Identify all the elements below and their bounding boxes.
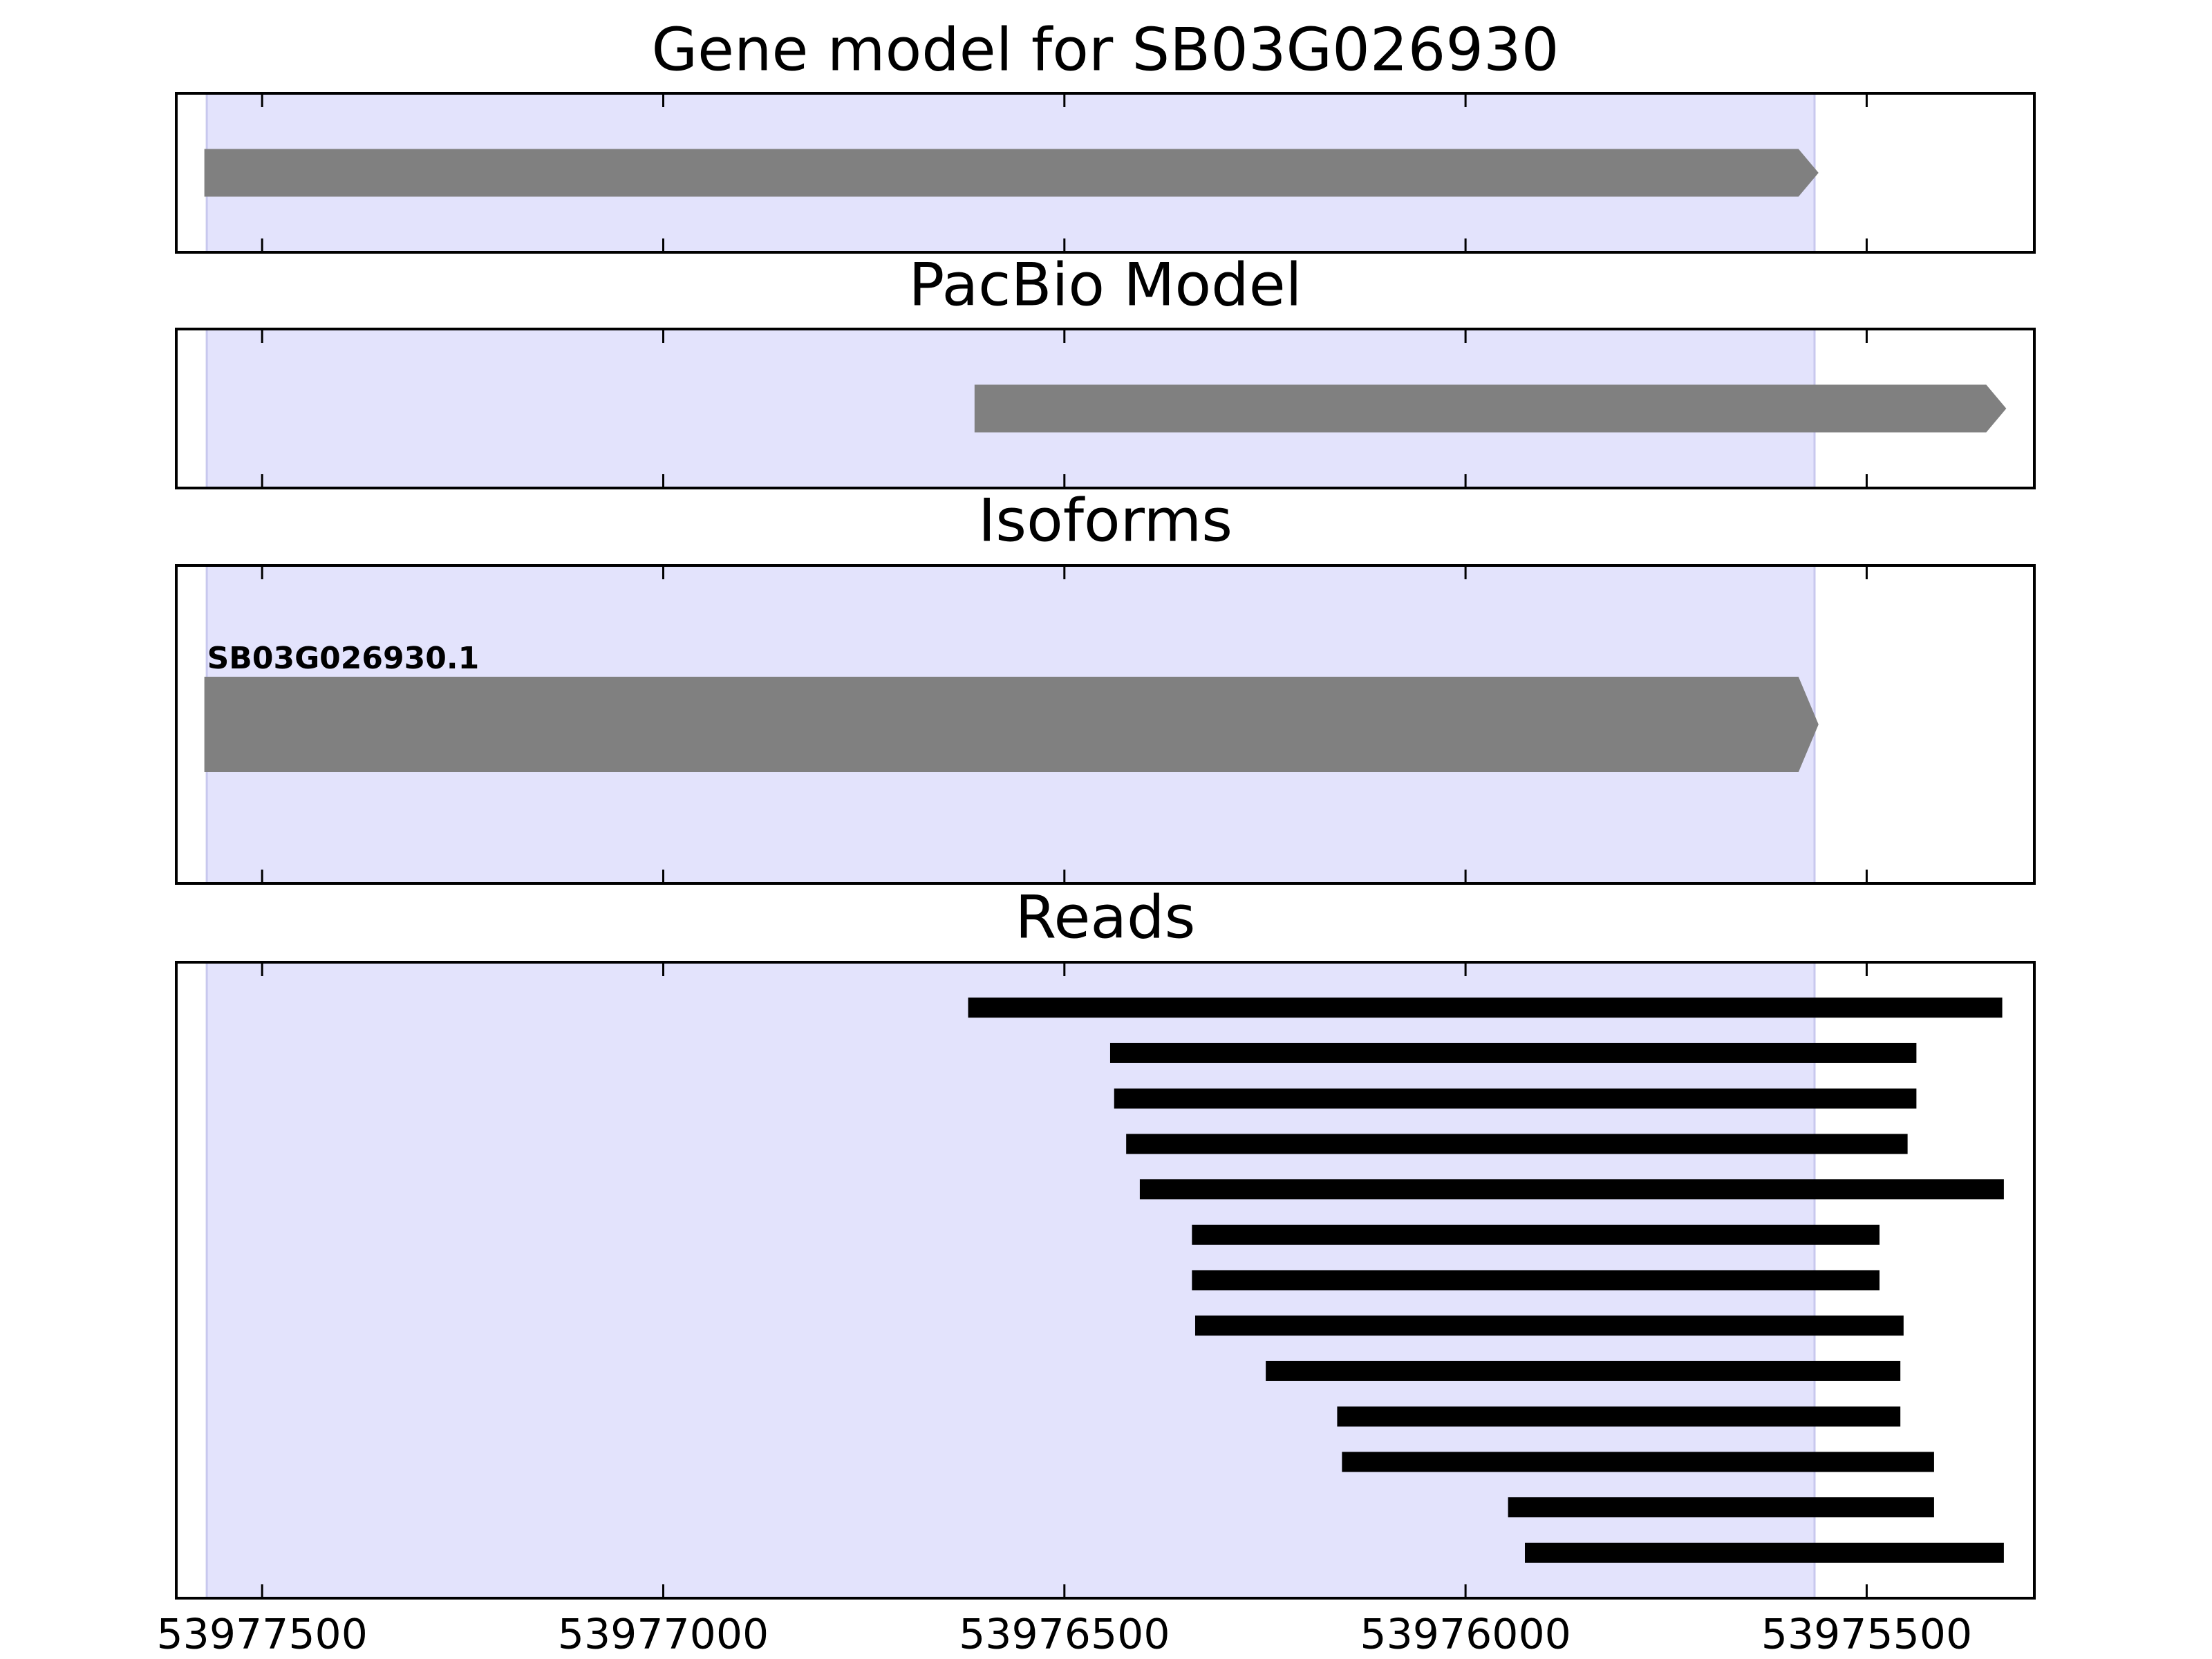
panel-frame (175, 92, 2036, 254)
panel-frame (175, 961, 2036, 1600)
panel-frame (175, 564, 2036, 885)
read (1508, 1497, 1934, 1518)
panel-frame (175, 328, 2036, 489)
read (968, 997, 2003, 1018)
feature-label: SB03G026930.1 (207, 641, 480, 676)
gene-feature (204, 149, 1819, 197)
panel-title: Isoforms (978, 486, 1232, 555)
panel-title: PacBio Model (908, 250, 1302, 319)
read (1139, 1179, 2004, 1200)
x-tick-label: 53976500 (959, 1611, 1170, 1659)
read (1114, 1088, 1917, 1109)
read (1194, 1315, 1904, 1336)
read (1192, 1270, 1880, 1291)
read (1525, 1542, 2004, 1563)
x-tick-label: 53976000 (1360, 1611, 1571, 1659)
read (1337, 1406, 1901, 1427)
panel-title: Gene model for SB03G026930 (652, 15, 1559, 84)
x-tick-label: 53977500 (156, 1611, 367, 1659)
panel-title: Reads (1015, 883, 1196, 952)
read (1192, 1224, 1880, 1245)
read (1109, 1042, 1917, 1063)
gene-feature (974, 384, 2007, 433)
read (1266, 1360, 1901, 1381)
x-tick-label: 53977000 (558, 1611, 769, 1659)
gene-feature (204, 677, 1819, 772)
read (1342, 1452, 1934, 1472)
x-tick-label: 53975500 (1761, 1611, 1972, 1659)
read (1126, 1134, 1908, 1154)
